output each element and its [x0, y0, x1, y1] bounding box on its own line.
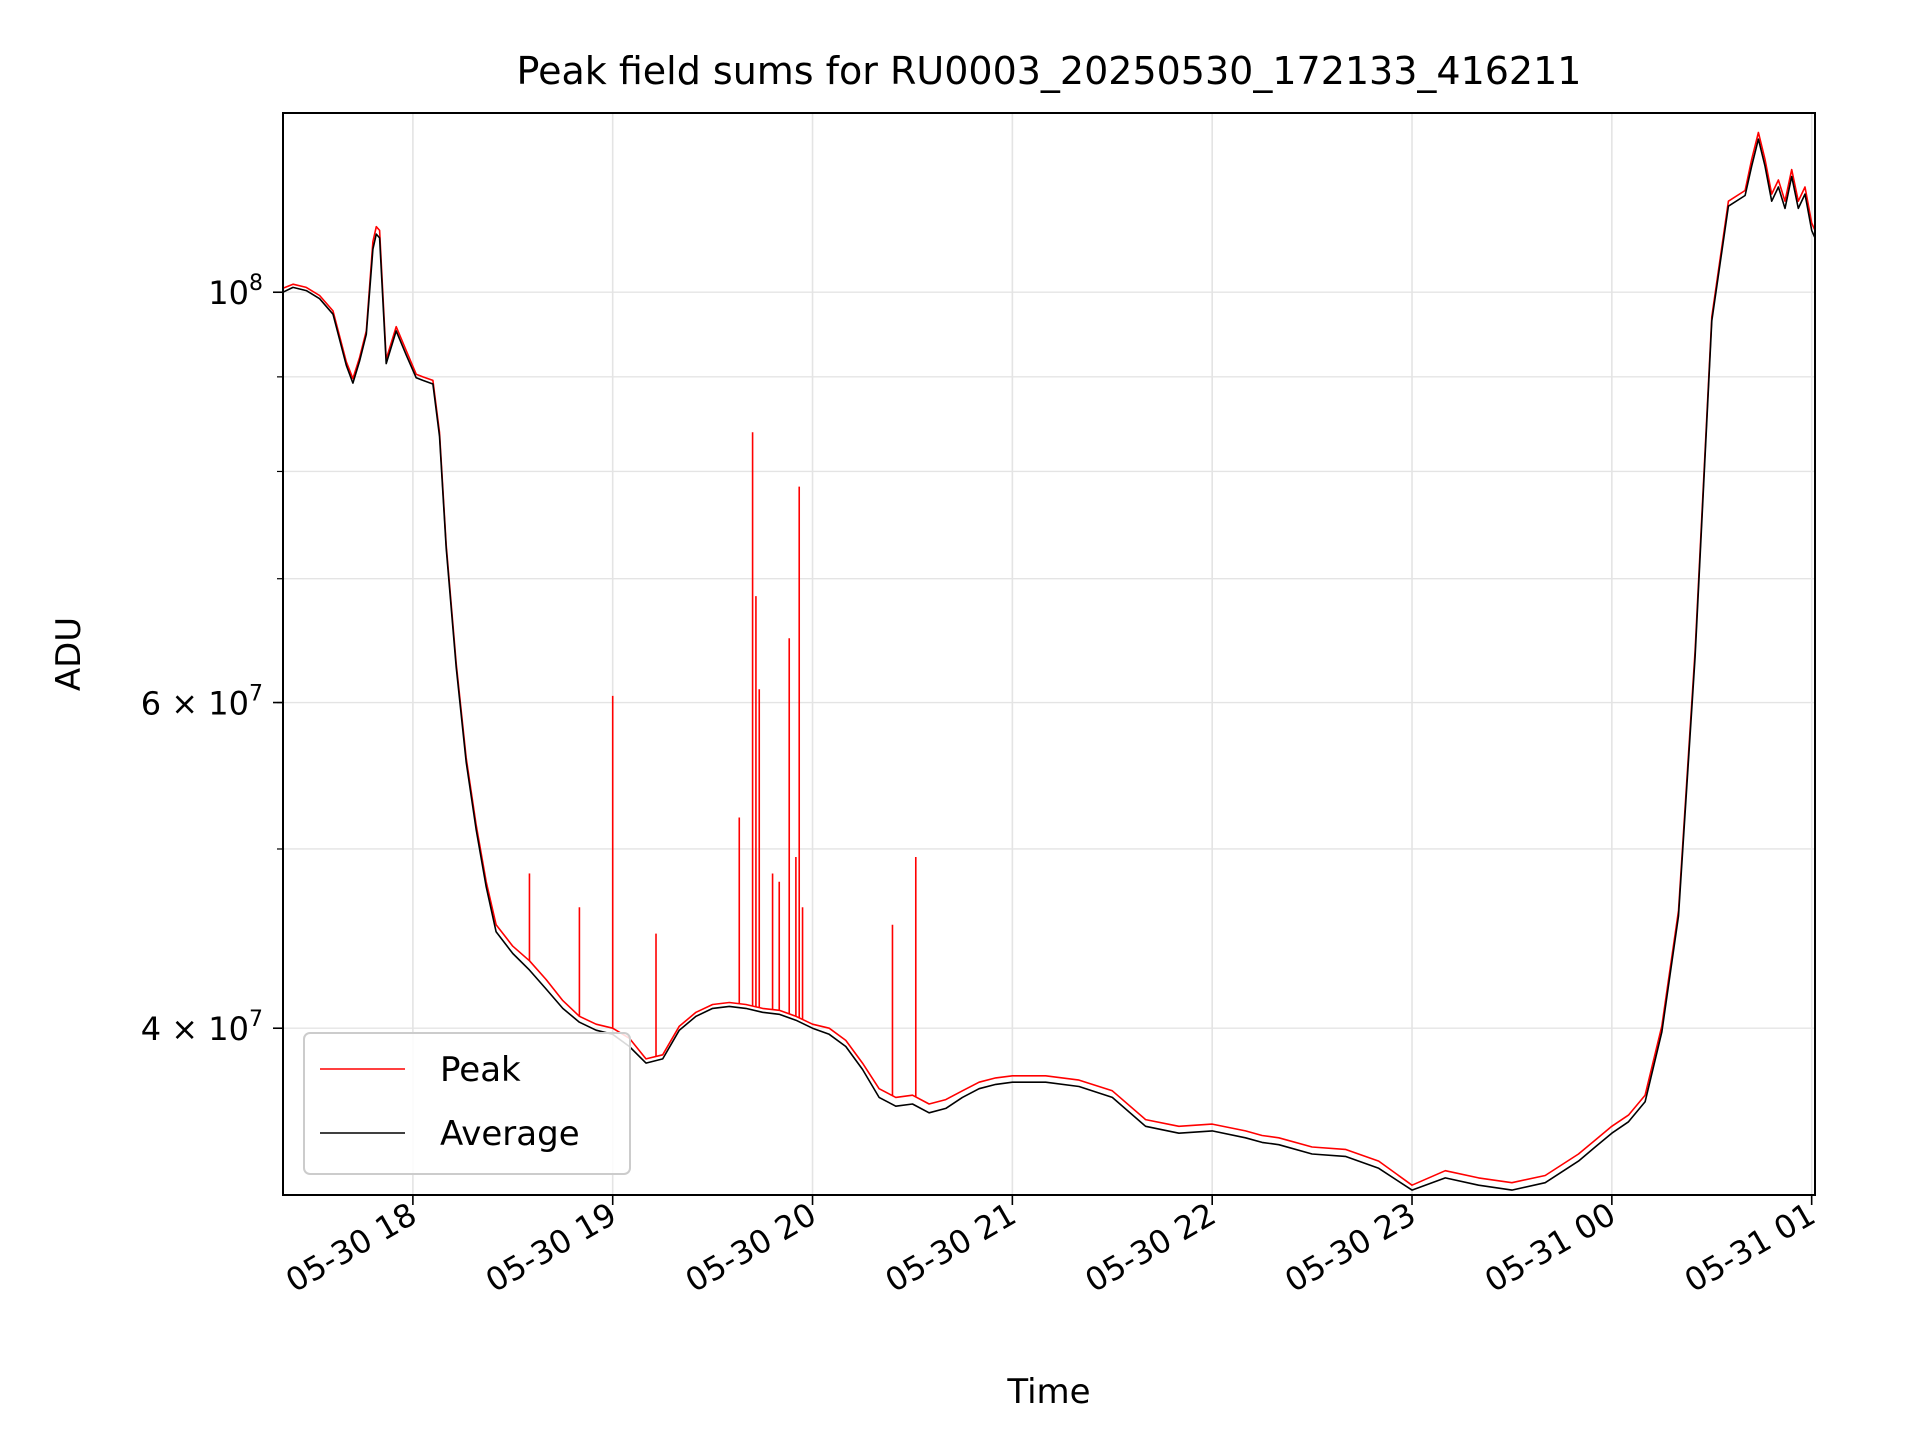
legend-peak-label: Peak [440, 1050, 521, 1090]
x-axis-label: Time [1006, 1372, 1090, 1412]
y-axis-label: ADU [49, 617, 89, 691]
series-line-average [282, 138, 1816, 1191]
legend-average-label: Average [440, 1114, 580, 1154]
y-tick-label: 6 × 107 [141, 682, 263, 723]
grid [283, 113, 1815, 1195]
legend: Peak Average [303, 1032, 631, 1175]
y-tick-label: 4 × 107 [141, 1007, 263, 1048]
axes-frame [282, 112, 1816, 1196]
series-line-peak [282, 131, 1816, 1186]
series-group [282, 131, 1816, 1191]
chart-title: Peak field sums for RU0003_20250530_1721… [517, 49, 1582, 93]
